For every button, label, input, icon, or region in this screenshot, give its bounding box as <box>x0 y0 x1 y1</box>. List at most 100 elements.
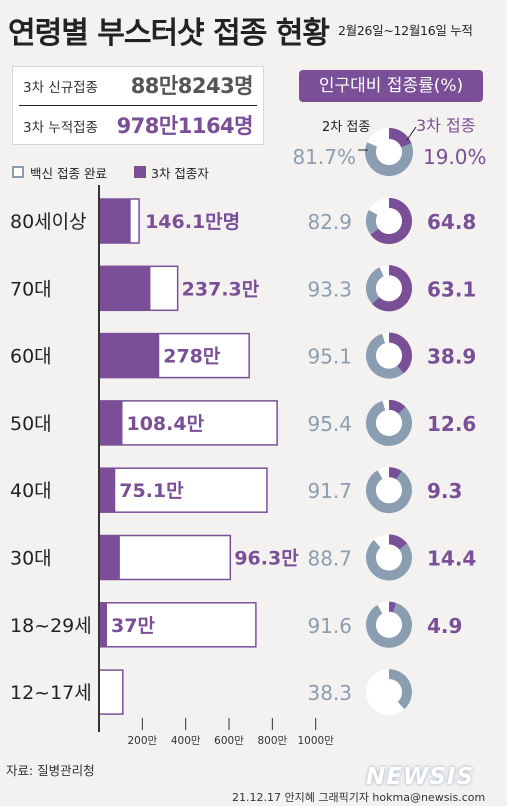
newsis-logo: NEWSIS <box>366 764 475 790</box>
stats-box: 3차 신규접종 88만8243명 3차 누적접종 978만1164명 <box>12 66 264 145</box>
second-rate-label: 38.3 <box>307 681 352 705</box>
third-rate-label: 14.4 <box>427 547 476 571</box>
rate-header: 인구대비 접종률(%) <box>299 70 483 102</box>
third-bar <box>99 199 131 243</box>
rate-donut <box>365 399 412 446</box>
third-bar <box>99 535 120 580</box>
donut-hole <box>376 139 402 165</box>
second-rate-label: 82.9 <box>307 210 352 234</box>
complete-bar <box>98 467 268 513</box>
third-value-label: 237.3만 <box>182 278 260 300</box>
third-rate-arc <box>389 601 396 613</box>
legend-complete-swatch <box>12 166 24 178</box>
age-label: 30대 <box>10 548 52 570</box>
age-label: 60대 <box>10 346 52 368</box>
second-rate-arc <box>366 467 413 514</box>
stat-label-new: 3차 신규접종 <box>23 80 98 96</box>
stat-row-new: 3차 신규접종 88만8243명 <box>13 67 263 103</box>
second-rate-arc <box>366 601 413 648</box>
third-value-label: 146.1만명 <box>145 211 240 233</box>
x-tick-label: 800만 <box>258 735 288 747</box>
donut-hole <box>376 409 402 436</box>
donut-legend-third-value: 19.0% <box>423 145 487 169</box>
third-bar <box>99 266 151 311</box>
second-rate-arc <box>389 669 412 710</box>
bars-layer: 80세이상 146.1만명 70대 237.3만 60대 278만 50대 108.4만 40대… <box>10 198 299 715</box>
credit-line: 21.12.17 안지혜 그래픽기자 hokma@newsis.com <box>232 791 486 804</box>
legend-third-swatch <box>134 166 146 178</box>
third-rate-label: 63.1 <box>427 277 476 301</box>
rate-donut <box>366 467 413 514</box>
x-tick-label: 600만 <box>214 735 244 747</box>
source-note: 자료: 질병관리청 <box>6 763 95 778</box>
rate-donut <box>366 332 413 379</box>
third-value-label: 75.1만 <box>119 480 184 502</box>
third-bar <box>99 400 123 445</box>
second-rate-label: 95.4 <box>307 412 352 436</box>
donut-hole <box>376 679 402 706</box>
second-rate-label: 95.1 <box>307 345 352 369</box>
third-rate-arc <box>389 534 408 550</box>
third-rate-label: 38.9 <box>427 345 476 369</box>
donut-legend-second-value: 81.7% <box>292 145 356 169</box>
donut-legend: 2차 접종 3차 접종 81.7% 19.0% <box>292 116 487 177</box>
age-label: 80세이상 <box>10 211 87 233</box>
second-rate-label: 93.3 <box>307 277 352 301</box>
rate-donut <box>366 669 412 716</box>
stat-row-total: 3차 누적접종 978만1164명 <box>13 107 263 143</box>
second-rate-label: 88.7 <box>307 547 352 571</box>
stat-value-total: 978만1164명 <box>116 114 254 138</box>
donut-legend-third-label: 3차 접종 <box>416 116 475 135</box>
third-rate-arc <box>389 332 413 374</box>
donut-hole <box>376 275 402 302</box>
donut-hole <box>376 544 402 571</box>
age-label: 18~29세 <box>10 615 92 637</box>
donut-hole <box>376 611 402 638</box>
rate-donut <box>366 265 412 312</box>
age-label: 70대 <box>10 278 52 300</box>
x-tick-label: 400만 <box>171 735 201 747</box>
third-rate-label: 12.6 <box>427 412 476 436</box>
age-label: 40대 <box>10 480 52 502</box>
rate-donut <box>366 601 413 648</box>
donut-legend-second-label: 2차 접종 <box>322 120 370 135</box>
legend-complete-label: 백신 접종 완료 <box>30 166 107 181</box>
rate-donut <box>365 534 412 581</box>
third-bar <box>99 602 108 647</box>
third-value-label: 96.3만 <box>234 548 299 570</box>
third-rate-label: 64.8 <box>427 210 476 234</box>
age-label: 50대 <box>10 413 52 435</box>
complete-bar <box>98 400 278 446</box>
stat-label-total: 3차 누적접종 <box>23 120 98 136</box>
third-rate-arc <box>372 265 412 312</box>
x-tick-label: 1000만 <box>298 735 335 747</box>
third-rate-label: 9.3 <box>427 479 462 503</box>
third-value-label: 108.4만 <box>126 413 204 435</box>
third-rate-arc <box>389 467 402 480</box>
donut-hole <box>376 477 402 504</box>
period-label: 2월26일~12월16일 누적 <box>338 23 473 38</box>
third-rate-arc <box>389 399 406 414</box>
age-label: 12~17세 <box>10 682 92 704</box>
stat-value-new: 88만8243명 <box>130 74 254 98</box>
second-rate-label: 91.7 <box>307 479 352 503</box>
donut-hole <box>376 208 402 234</box>
rate-donut <box>365 128 414 177</box>
x-tick-label: 200만 <box>127 735 157 747</box>
legend-third-label: 3차 접종자 <box>151 166 209 181</box>
rate-donut <box>365 198 412 245</box>
third-value-label: 37만 <box>111 615 155 637</box>
axis-layer: 200만 400만 600만 800만 1000만 <box>98 185 335 747</box>
third-rate-label: 4.9 <box>427 614 462 638</box>
second-rate-label: 91.6 <box>307 614 352 638</box>
third-bar <box>99 468 116 513</box>
donut-layer: 82.9 64.8 93.3 63.1 95.1 38.9 95.4 12.6 91.7 9.3 8… <box>307 198 476 716</box>
donut-hole <box>376 342 402 369</box>
third-bar <box>99 333 160 378</box>
complete-bar <box>98 669 124 715</box>
third-rate-arc <box>389 128 412 148</box>
third-value-label: 278만 <box>163 346 221 368</box>
page-title: 연령별 부스터샷 접종 현황 <box>8 16 330 51</box>
complete-bar <box>98 602 257 648</box>
